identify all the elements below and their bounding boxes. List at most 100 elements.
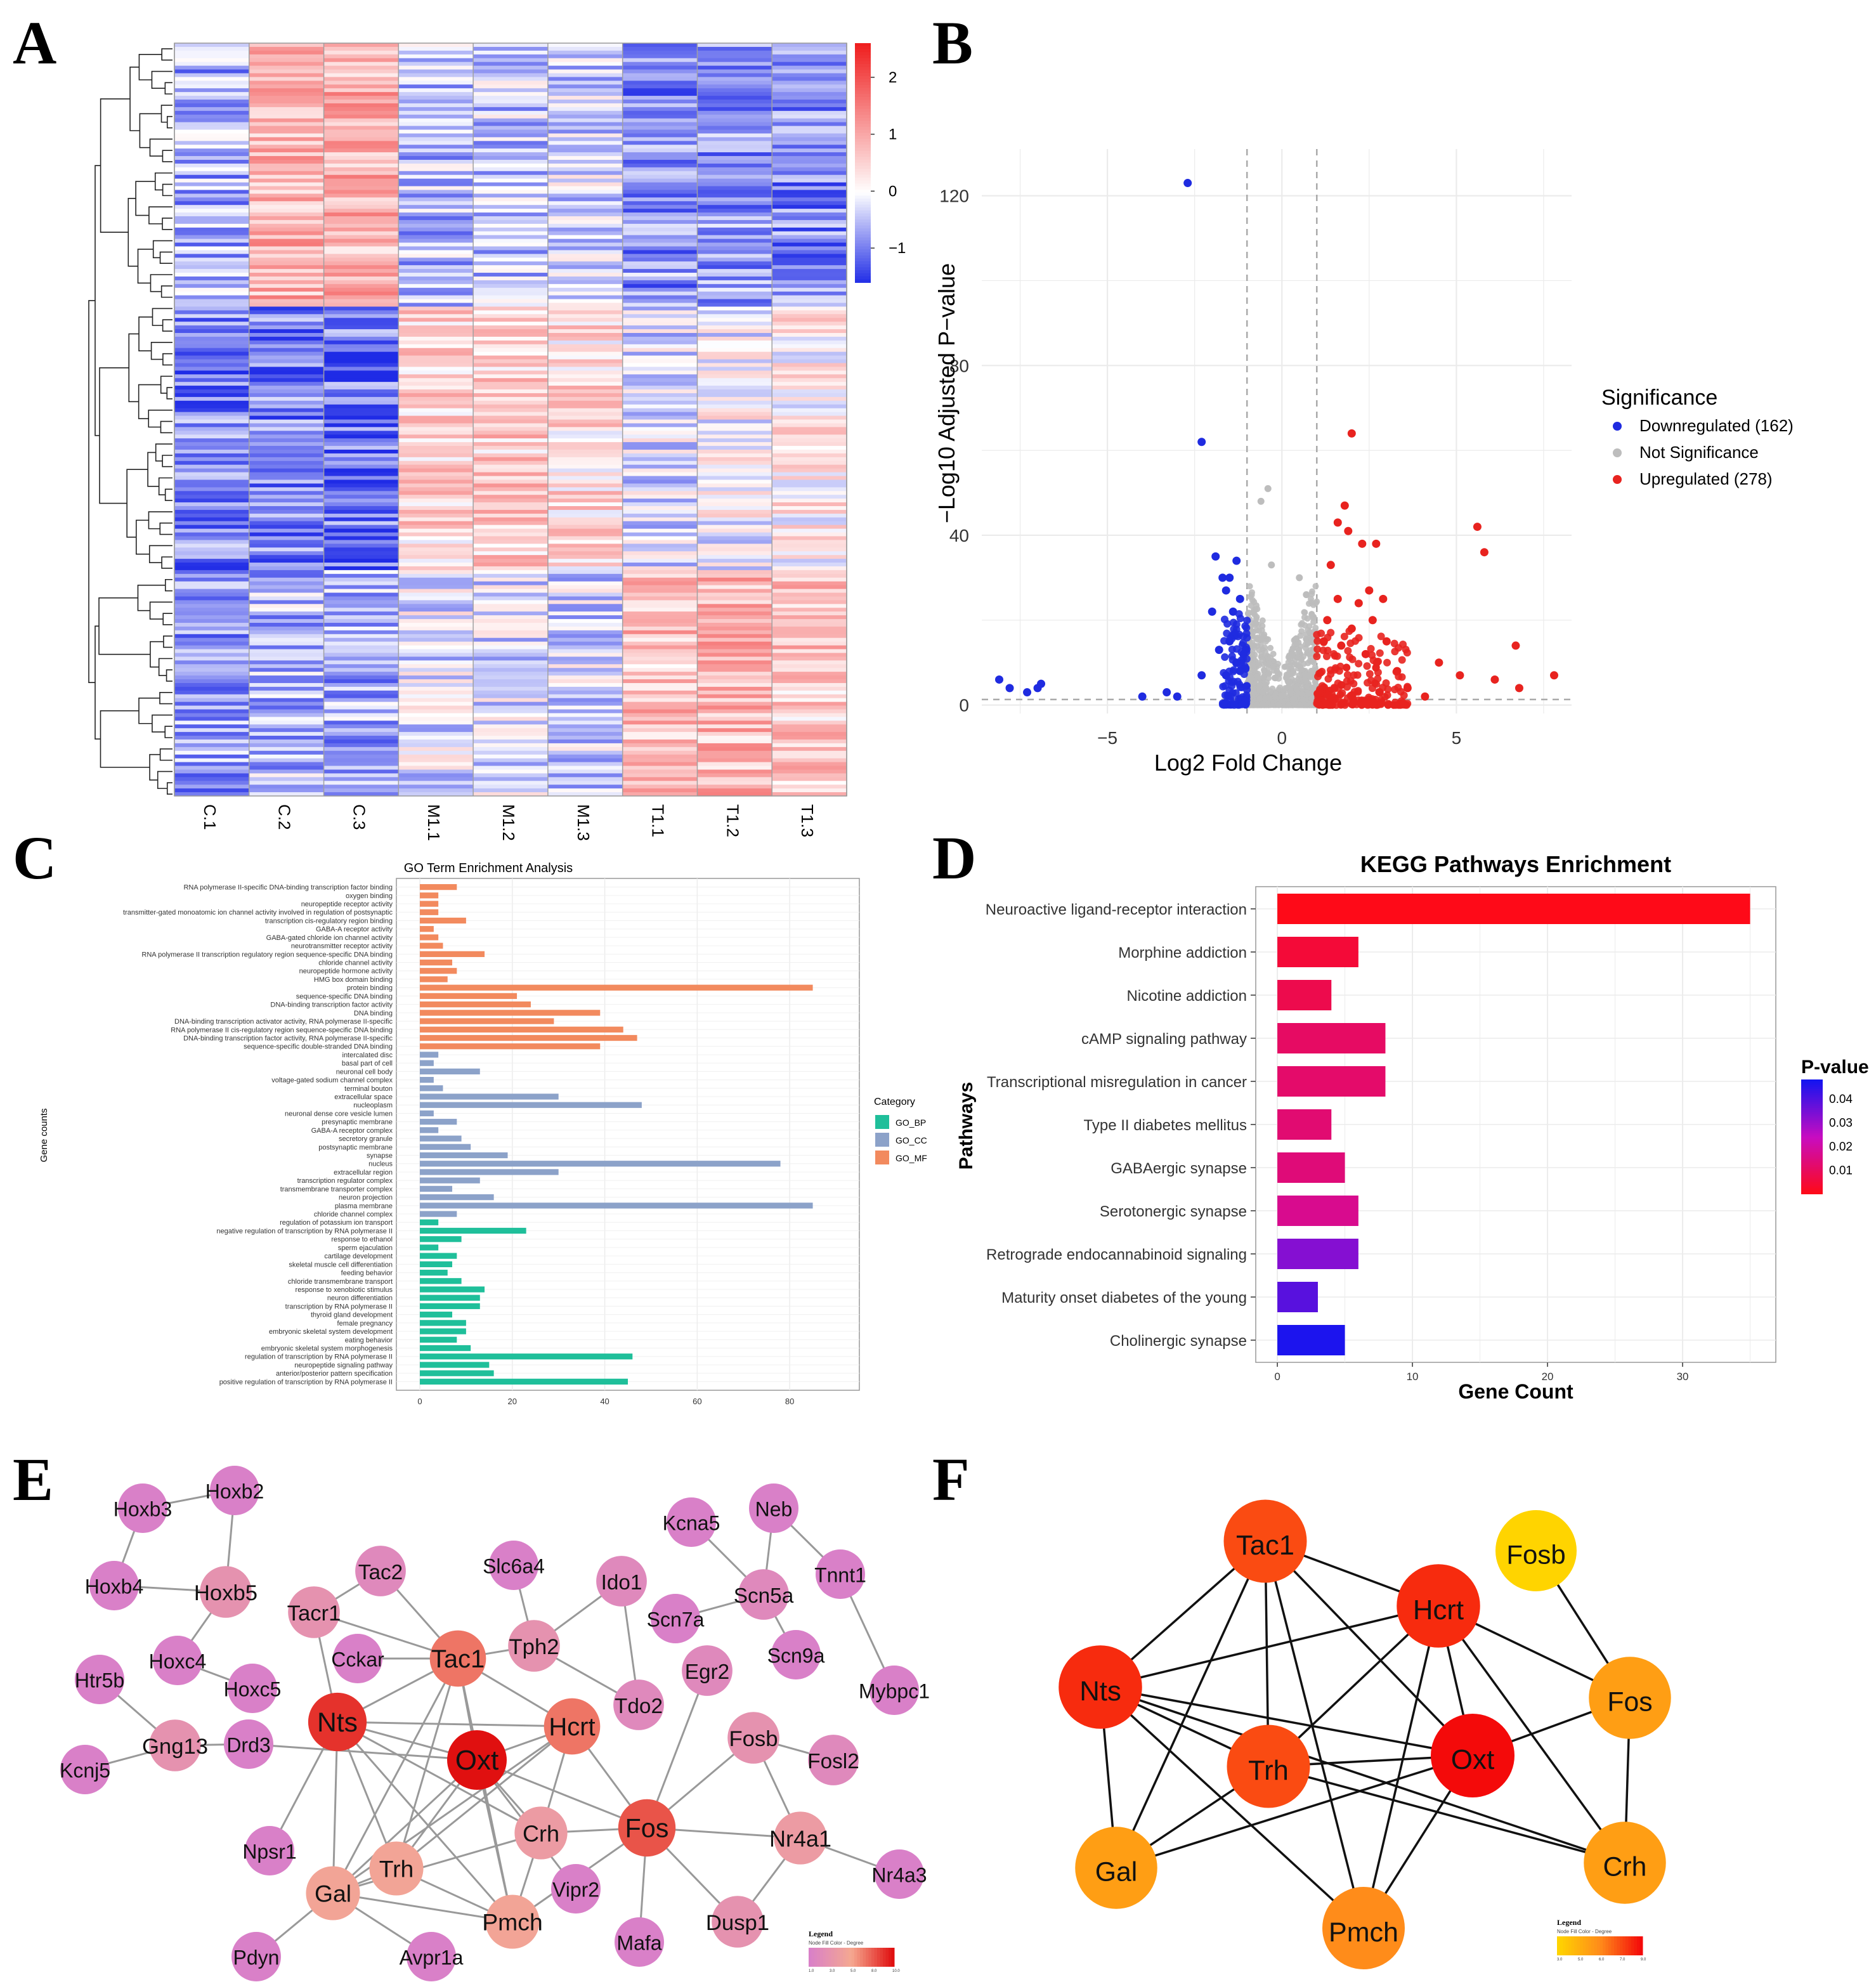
heatmap-cell xyxy=(249,551,325,556)
heatmap-cell xyxy=(473,743,549,748)
node-label: Tdo2 xyxy=(615,1695,663,1718)
heatmap-cell xyxy=(174,408,250,413)
heatmap-cell xyxy=(398,205,474,209)
heatmap-cell xyxy=(772,306,847,311)
heatmap-cell xyxy=(174,58,250,63)
pathway-label: Neuroactive ligand-receptor interaction xyxy=(986,901,1247,918)
go-bar xyxy=(420,1093,559,1100)
network-node xyxy=(355,1546,406,1596)
heatmap-cell xyxy=(622,404,698,409)
heatmap-cell xyxy=(473,329,549,334)
heatmap-cell xyxy=(473,212,549,217)
heatmap-cell xyxy=(697,608,772,612)
upregulated-point xyxy=(1315,670,1324,678)
heatmap-cell xyxy=(697,351,772,356)
heatmap-cell xyxy=(398,393,474,398)
heatmap-cell xyxy=(323,197,399,202)
heatmap-cell xyxy=(697,589,772,594)
heatmap-cell xyxy=(473,242,549,247)
heatmap-cell xyxy=(697,318,772,322)
panel-label-d: D xyxy=(932,824,976,892)
heatmap-cell xyxy=(772,81,847,85)
colorbar-segment xyxy=(855,157,871,160)
heatmap-cell xyxy=(398,88,474,93)
legend-dot xyxy=(1613,448,1622,457)
heatmap-cell xyxy=(249,596,325,601)
heatmap-cell xyxy=(323,348,399,353)
heatmap-cell xyxy=(697,299,772,304)
colorbar-segment xyxy=(855,210,871,214)
heatmap-cell xyxy=(249,141,325,145)
heatmap-cell xyxy=(697,615,772,620)
heatmap-cell xyxy=(323,634,399,639)
heatmap-cell xyxy=(398,159,474,164)
heatmap-cell xyxy=(174,129,250,134)
heatmap-frame xyxy=(174,42,847,797)
heatmap-cell xyxy=(323,653,399,658)
heatmap-cell xyxy=(249,310,325,315)
heatmap-cell xyxy=(398,227,474,232)
heatmap-cell xyxy=(174,536,250,541)
heatmap-cell xyxy=(174,528,250,533)
not-significant-point xyxy=(1300,696,1306,703)
go-term-label: transcription regulator complex xyxy=(297,1177,393,1185)
heatmap-cell xyxy=(697,348,772,353)
heatmap-cell xyxy=(622,559,698,563)
heatmap-cell xyxy=(547,386,623,390)
heatmap-cell xyxy=(473,107,549,112)
heatmap-cell xyxy=(772,660,847,665)
heatmap-cell xyxy=(547,788,623,793)
go-term-label: DNA-binding transcription factor activit… xyxy=(183,1034,393,1042)
heatmap-cell xyxy=(174,258,250,262)
heatmap-cell xyxy=(398,382,474,386)
colorbar-segment xyxy=(1801,1118,1823,1120)
heatmap-cell xyxy=(174,611,250,616)
heatmap-cell xyxy=(547,525,623,530)
heatmap-cell xyxy=(174,649,250,654)
heatmap-cell xyxy=(547,126,623,131)
heatmap-cell xyxy=(473,336,549,341)
not-significant-point xyxy=(1253,635,1260,642)
heatmap-cell xyxy=(473,62,549,67)
heatmap-cell xyxy=(249,186,325,191)
downregulated-point xyxy=(1197,671,1206,680)
heatmap-cell xyxy=(249,238,325,244)
network-node xyxy=(1495,1510,1577,1591)
heatmap-cell xyxy=(697,250,772,254)
heatmap-cell xyxy=(323,596,399,601)
heatmap-cell xyxy=(473,276,549,281)
heatmap-cell xyxy=(772,540,847,544)
heatmap-cell xyxy=(323,148,399,153)
heatmap-cell xyxy=(249,600,325,604)
heatmap-cell xyxy=(622,487,698,492)
heatmap-cell xyxy=(772,314,847,318)
heatmap-cell xyxy=(174,709,250,714)
heatmap-cell xyxy=(249,792,325,797)
heatmap-cell xyxy=(249,431,325,435)
heatmap-cell xyxy=(697,322,772,326)
heatmap-cell xyxy=(174,415,250,421)
downregulated-point xyxy=(1239,639,1247,647)
heatmap-cell xyxy=(174,781,250,785)
heatmap-cell xyxy=(174,54,250,59)
heatmap-cell xyxy=(323,728,399,733)
heatmap-cell xyxy=(174,438,250,443)
heatmap-cell xyxy=(473,604,549,608)
heatmap-cell xyxy=(174,592,250,597)
heatmap-cell xyxy=(174,92,250,96)
heatmap-cell xyxy=(473,344,549,349)
not-significant-point xyxy=(1250,629,1257,636)
network-node xyxy=(1397,1564,1480,1648)
heatmap-cell xyxy=(174,547,250,552)
go-bar xyxy=(420,1119,457,1125)
heatmap-cell xyxy=(174,378,250,382)
go-term-label: female pregnancy xyxy=(337,1320,393,1327)
heatmap-cell xyxy=(622,235,698,240)
heatmap-cell xyxy=(249,235,325,240)
go-bar xyxy=(420,883,457,890)
heatmap-cell xyxy=(398,314,474,318)
heatmap-cell xyxy=(323,468,399,473)
heatmap-cell xyxy=(547,205,623,209)
heatmap-cell xyxy=(772,468,847,473)
heatmap-cell xyxy=(772,378,847,382)
